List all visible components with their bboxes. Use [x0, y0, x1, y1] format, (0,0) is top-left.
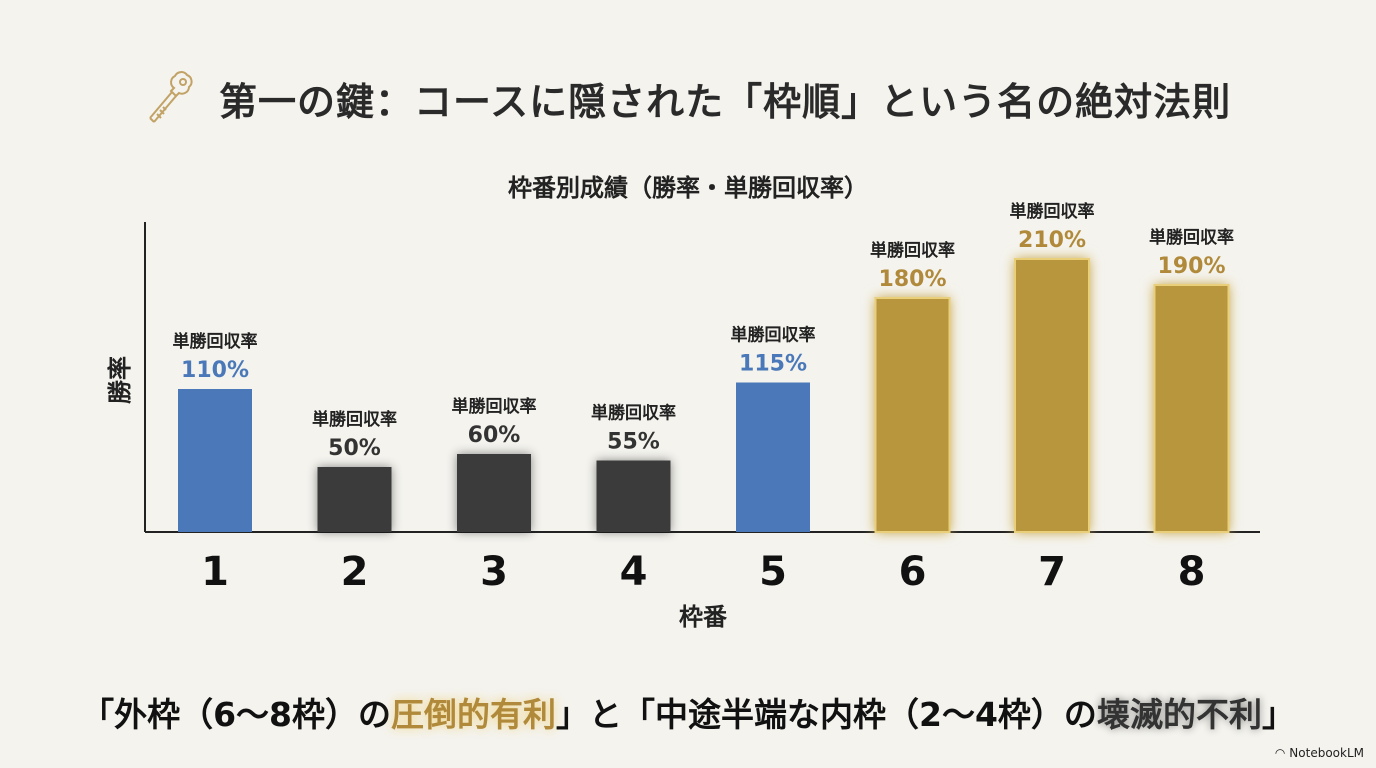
y-axis-label: 勝率 [106, 356, 134, 404]
bar-3 [457, 454, 531, 532]
data-label-value: 60% [468, 423, 521, 448]
data-label-value: 50% [328, 436, 381, 461]
bar-8 [1153, 284, 1230, 533]
bar-5 [736, 382, 810, 532]
key-icon [149, 71, 193, 123]
data-label-value: 55% [607, 430, 660, 455]
conclusion-part: 「外枠（6〜8枠）の [81, 695, 391, 734]
highlight-advantage: 圧倒的有利 [391, 695, 556, 734]
x-tick-label: 4 [620, 549, 648, 595]
brand-name: NotebookLM [1289, 746, 1364, 760]
x-tick-label: 2 [341, 549, 369, 595]
bar-chart: 勝率 枠番 単勝回収率 110% 1 単勝回収率 50% 2 単勝回収率 60% 3 単勝回収率 5… [106, 201, 1260, 631]
data-label-value: 210% [1018, 228, 1086, 253]
data-label-caption: 単勝回収率 [173, 331, 258, 352]
conclusion-part: 」と「中途半端な内枠（2〜4枠）の [556, 695, 1097, 734]
data-label-value: 115% [739, 352, 807, 377]
x-axis-label: 枠番 [679, 603, 728, 631]
x-tick-label: 7 [1038, 549, 1066, 595]
data-label-value: 190% [1158, 254, 1226, 279]
data-label-value: 110% [181, 358, 249, 383]
x-tick-label: 8 [1178, 549, 1206, 595]
data-label-caption: 単勝回収率 [452, 396, 537, 417]
bar-7 [1014, 258, 1090, 533]
data-label-caption: 単勝回収率 [312, 409, 397, 430]
x-tick-label: 3 [480, 549, 508, 595]
data-label-value: 180% [879, 267, 947, 292]
data-label-caption: 単勝回収率 [1010, 201, 1095, 222]
highlight-disadvantage: 壊滅的不利 [1096, 695, 1262, 734]
chart-title: 枠番別成績（勝率・単勝回収率） [508, 174, 868, 202]
page-title: 第一の鍵：コースに隠された「枠順」という名の絶対法則 [219, 79, 1232, 124]
conclusion-part: 」 [1261, 695, 1295, 734]
x-tick-label: 5 [759, 549, 787, 595]
x-tick-label: 6 [899, 549, 927, 595]
bar-6 [874, 297, 951, 533]
notebooklm-icon: ◠ [1274, 746, 1286, 760]
data-label-caption: 単勝回収率 [1149, 227, 1234, 248]
header: 第一の鍵：コースに隠された「枠順」という名の絶対法則 [145, 68, 1231, 128]
data-label-caption: 単勝回収率 [731, 325, 816, 346]
bar-4 [596, 460, 671, 532]
data-label-caption: 単勝回収率 [870, 240, 955, 261]
conclusion-text: 「外枠（6〜8枠）の圧倒的有利」と「中途半端な内枠（2〜4枠）の壊滅的不利」 [0, 688, 1376, 736]
bar-2 [317, 467, 392, 532]
data-label-caption: 単勝回収率 [591, 403, 676, 424]
x-tick-label: 1 [201, 549, 229, 595]
bar-1 [178, 389, 252, 532]
brand-logo: ◠ NotebookLM [1275, 746, 1364, 760]
